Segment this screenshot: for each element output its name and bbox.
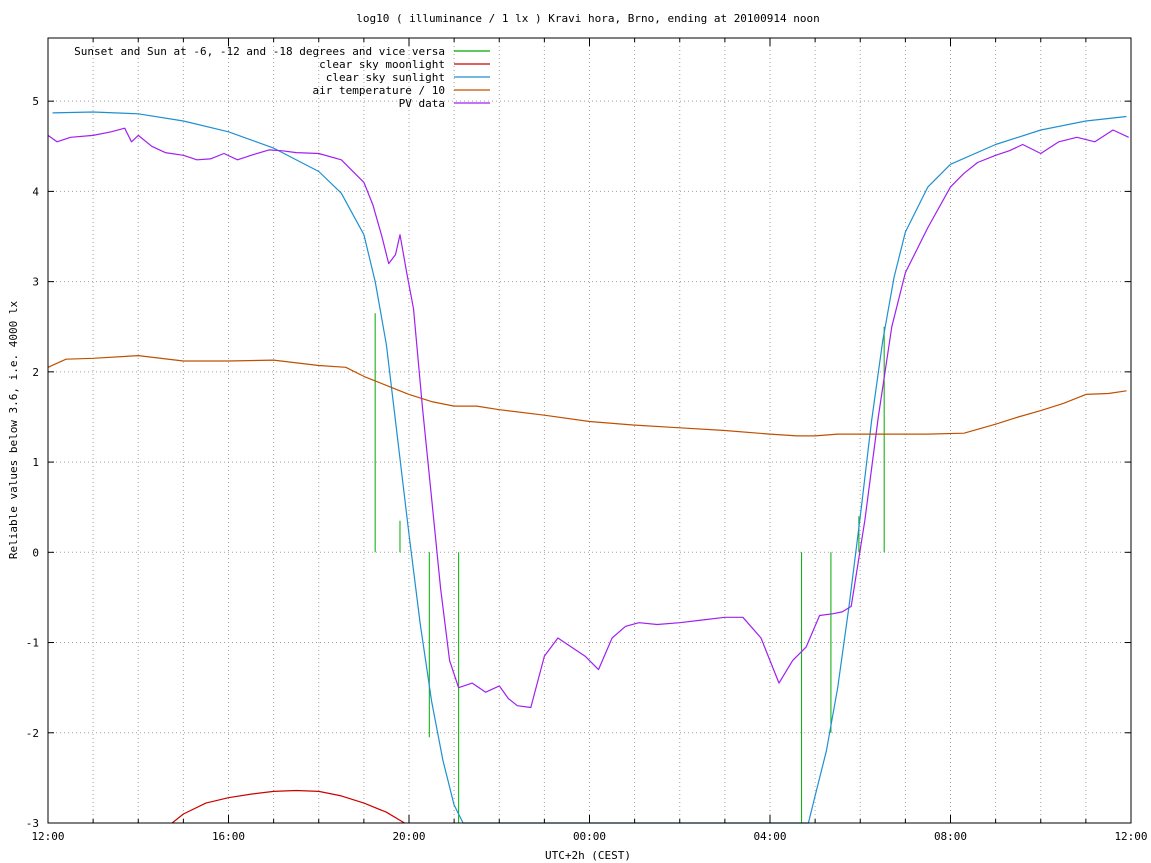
- x-tick-label: 20:00: [392, 830, 425, 843]
- series-line: [47, 355, 1127, 437]
- y-tick-label: 1: [32, 456, 39, 469]
- y-tick-label: 4: [32, 185, 39, 198]
- legend-label: clear sky moonlight: [319, 58, 445, 71]
- series-line: [47, 127, 1129, 709]
- series-line: [52, 111, 1127, 824]
- series-0: [374, 313, 885, 823]
- legend-label: PV data: [399, 97, 445, 110]
- x-tick-label: 12:00: [31, 830, 64, 843]
- legend-label: Sunset and Sun at -6, -12 and -18 degree…: [74, 45, 445, 58]
- chart-title: log10 ( illuminance / 1 lx ) Kravi hora,…: [356, 12, 820, 25]
- series-layer: [47, 111, 1129, 824]
- grid-layer: [48, 38, 1131, 823]
- y-tick-label: 0: [32, 546, 39, 559]
- x-axis-label: UTC+2h (CEST): [545, 849, 631, 862]
- series-line: [171, 789, 405, 824]
- y-tick-label: 5: [32, 95, 39, 108]
- series-2: [52, 111, 1127, 824]
- legend-label: clear sky sunlight: [326, 71, 445, 84]
- x-tick-label: 16:00: [212, 830, 245, 843]
- series-1: [171, 789, 405, 824]
- y-tick-label: 2: [32, 366, 39, 379]
- legend-label: air temperature / 10: [313, 84, 445, 97]
- series-3: [47, 355, 1127, 437]
- x-tick-label: 00:00: [573, 830, 606, 843]
- y-tick-label: -1: [26, 637, 39, 650]
- x-tick-label: 04:00: [753, 830, 786, 843]
- y-tick-label: -2: [26, 727, 39, 740]
- series-4: [47, 127, 1129, 709]
- y-axis-label: Reliable values below 3.6, i.e. 4000 lx: [7, 300, 20, 559]
- legend-layer: Sunset and Sun at -6, -12 and -18 degree…: [74, 45, 490, 110]
- x-tick-label: 08:00: [934, 830, 967, 843]
- y-tick-label: 3: [32, 276, 39, 289]
- x-tick-label: 12:00: [1114, 830, 1147, 843]
- y-tick-label: -3: [26, 817, 39, 830]
